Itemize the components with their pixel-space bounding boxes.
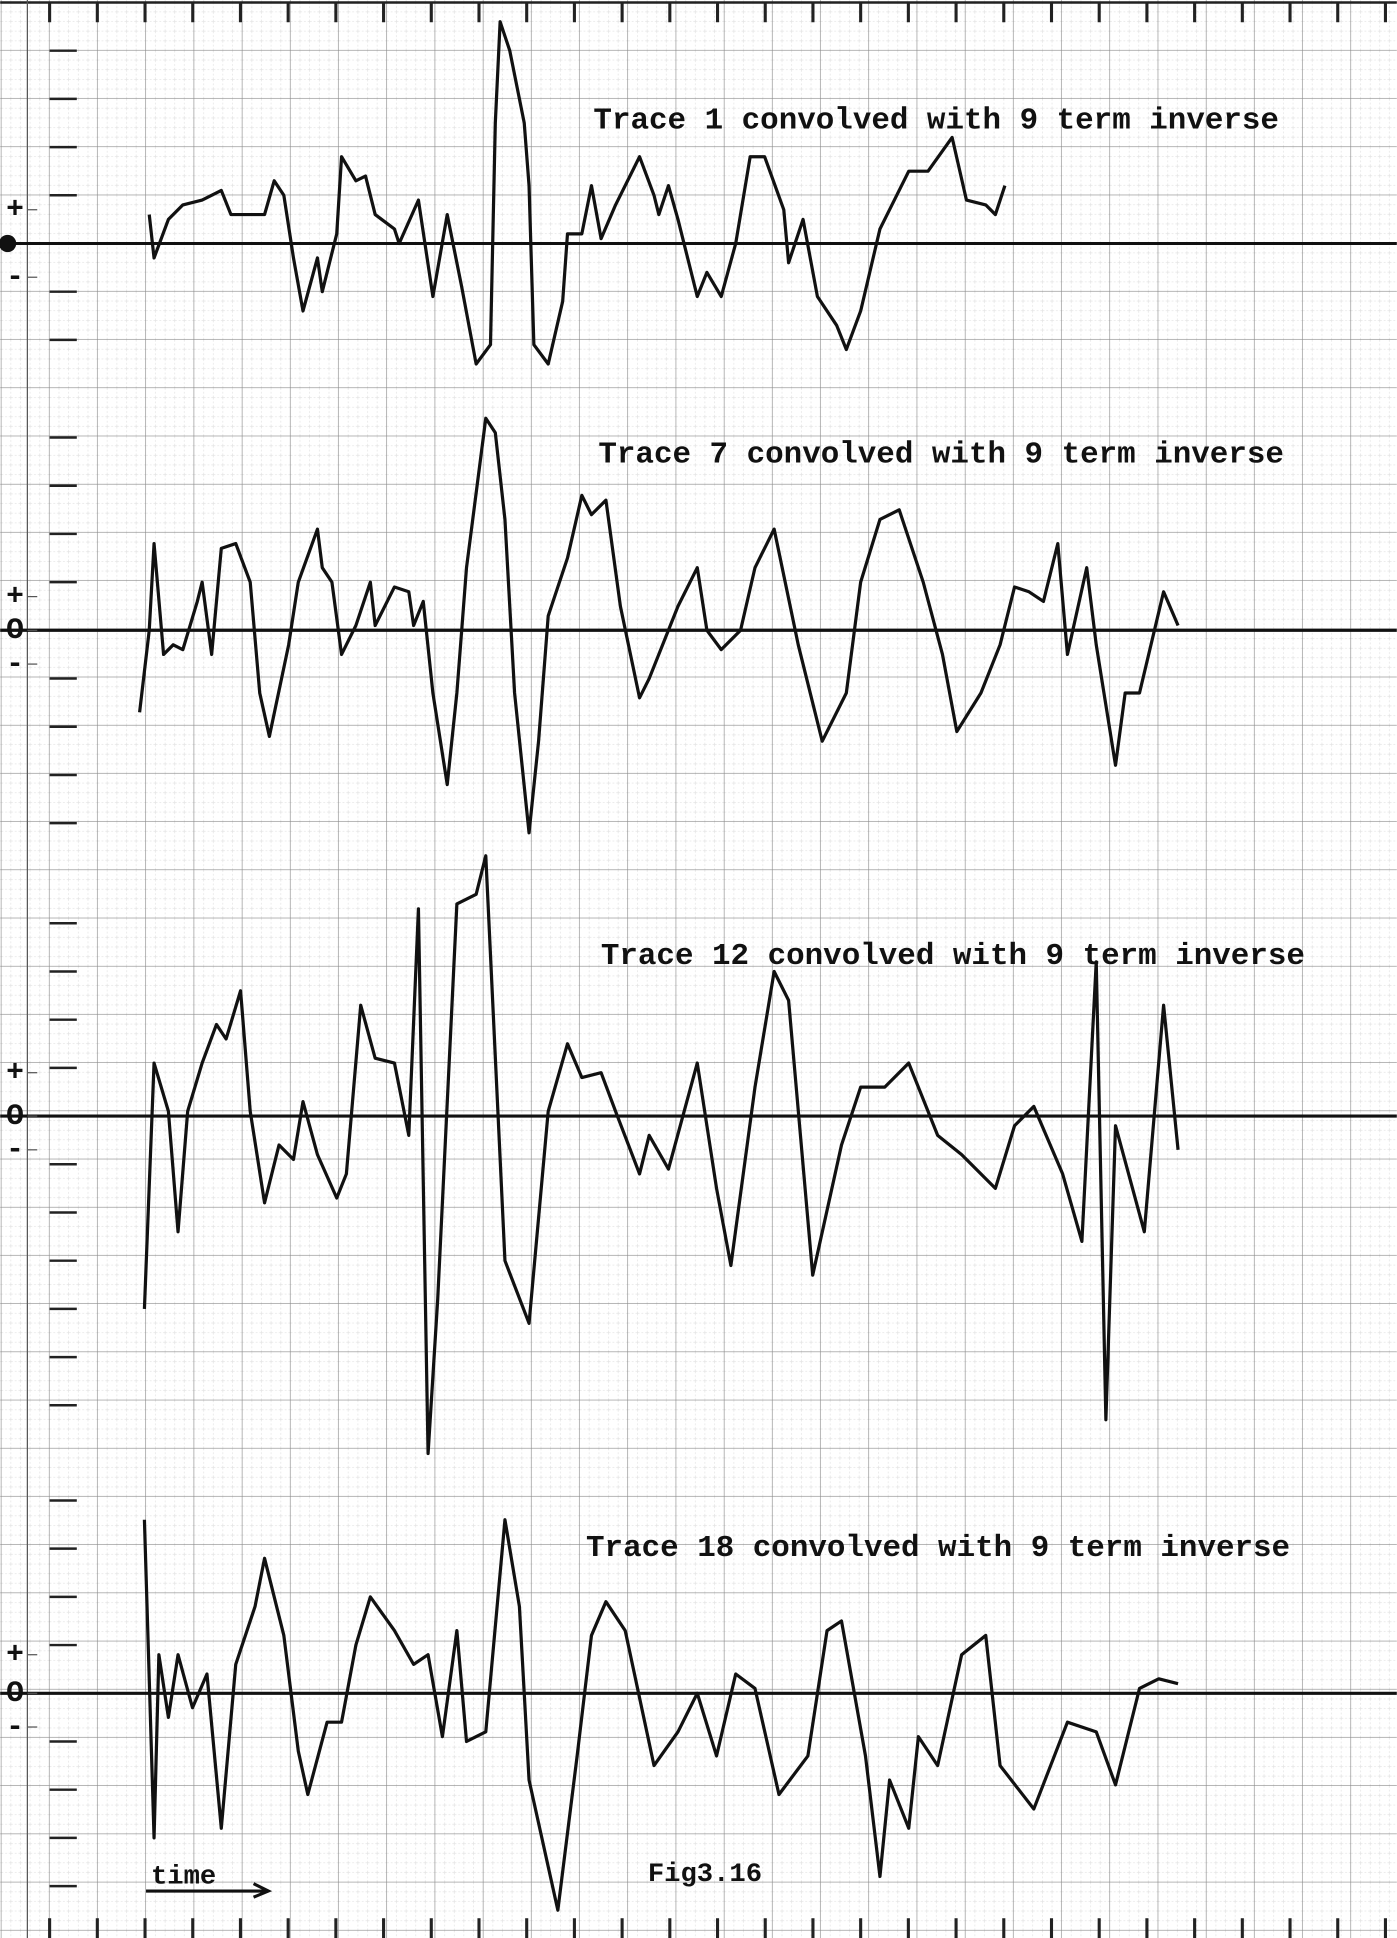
y-tick-label: - — [6, 647, 24, 681]
y-tick-label: + — [6, 1056, 24, 1090]
figure-label: Fig3.16 — [648, 1859, 762, 1890]
trace-title: Trace 7 convolved with 9 term inverse — [598, 437, 1284, 472]
y-tick-label: + — [6, 579, 24, 613]
y-tick-label: + — [6, 193, 24, 227]
y-tick-label: - — [6, 1133, 24, 1167]
figure: + - Trace 1 convolved with 9 term inverse +… — [0, 0, 1397, 1938]
y-tick-label: O — [6, 1099, 24, 1133]
trace-title: Trace 18 convolved with 9 term inverse — [586, 1531, 1290, 1566]
y-tick-label: - — [6, 1710, 24, 1744]
trace-title: Trace 1 convolved with 9 term inverse — [593, 104, 1279, 139]
y-tick-label: + — [6, 1638, 24, 1672]
time-label: time — [151, 1862, 216, 1893]
y-tick-label: O — [6, 613, 24, 647]
y-tick-label: - — [6, 260, 24, 294]
y-tick-label: O — [6, 1676, 24, 1710]
trace-title: Trace 12 convolved with 9 term inverse — [601, 939, 1305, 974]
page: {"chart_data": [ {"type": "line", "title… — [0, 0, 1397, 1938]
